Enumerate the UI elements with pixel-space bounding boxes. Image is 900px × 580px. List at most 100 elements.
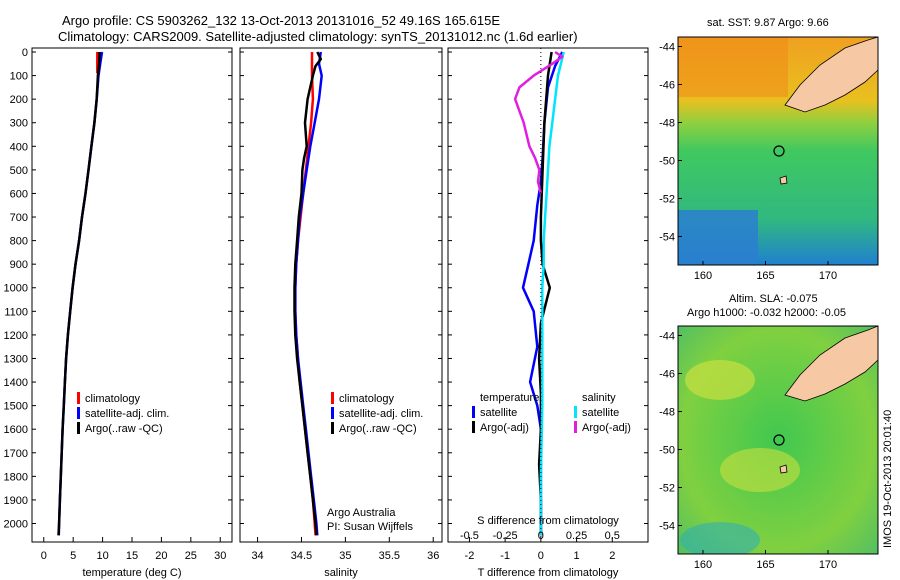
depth-tick-label: 1600 — [4, 424, 28, 436]
legend-swatch — [472, 421, 475, 433]
map-lat-tick-label: -50 — [659, 156, 675, 168]
map-lat-tick-label: -44 — [659, 331, 675, 343]
legend-swatch — [331, 407, 334, 419]
sla-map-panel: Altim. SLA: -0.075 Argo h1000: -0.032 h2… — [659, 293, 879, 571]
map-lat-tick-label: -46 — [659, 80, 675, 92]
depth-tick-label: 2000 — [4, 518, 28, 530]
legend-label: satellite — [480, 407, 517, 419]
argo-credit-line2: PI: Susan Wijffels — [327, 521, 413, 533]
legend-label: satellite-adj. clim. — [85, 408, 169, 420]
salinity-panel: 34 34.5 35 35.5 36 salinity climatology satelli… — [239, 47, 443, 579]
map-lat-tick-label: -48 — [659, 118, 675, 130]
sla-map-frame — [677, 325, 879, 555]
legend-salinity-title: salinity — [582, 392, 616, 404]
legend-temperature-title: temperature — [480, 392, 539, 404]
figure-title-line2: Climatology: CARS2009. Satellite-adjuste… — [58, 29, 578, 44]
legend-label: satellite-adj. clim. — [339, 408, 423, 420]
sst-warm-patch — [678, 37, 788, 97]
legend-label: climatology — [339, 393, 395, 405]
diff-xtick-label: 2 — [609, 550, 615, 562]
depth-tick-label: 1000 — [4, 283, 28, 295]
series-argo-raw-qc- — [57, 51, 101, 536]
sal-xtick-label: 34.5 — [291, 550, 312, 562]
legend-label: climatology — [85, 393, 141, 405]
temp-xtick-label: 25 — [185, 550, 197, 562]
legend-swatch — [331, 392, 334, 404]
map-lon-tick-label: 165 — [756, 270, 774, 282]
sal-frame — [239, 47, 443, 543]
map-lon-tick-label: 165 — [756, 559, 774, 571]
map-lat-tick-label: -52 — [659, 483, 675, 495]
diff-xtick-label: 1 — [574, 550, 580, 562]
depth-tick-label: 1700 — [4, 448, 28, 460]
diff-xtick-label: -1 — [500, 550, 510, 562]
depth-tick-label: 100 — [10, 71, 28, 83]
sla-map-title-line1: Altim. SLA: -0.075 — [729, 293, 818, 305]
legend-swatch — [77, 407, 80, 419]
depth-tick-label: 1100 — [4, 306, 28, 318]
map-lon-tick-label: 160 — [694, 270, 712, 282]
temp-xtick-label: 10 — [96, 550, 108, 562]
depth-tick-label: 800 — [10, 236, 28, 248]
sla-yellow-blob-1 — [685, 360, 755, 400]
sal-xtick-label: 34 — [251, 550, 263, 562]
salinity-diff-tick-label: -0.5 — [460, 530, 479, 542]
temp-xtick-label: 5 — [70, 550, 76, 562]
map-lon-tick-label: 160 — [694, 559, 712, 571]
temp-xlabel: temperature (deg C) — [82, 567, 181, 579]
depth-tick-label: 600 — [10, 188, 28, 200]
series-satellite-adj-clim- — [57, 51, 104, 536]
diff-xtick-label: 0 — [538, 550, 544, 562]
temp-xtick-label: 20 — [155, 550, 167, 562]
diff-xlabel: T difference from climatology — [478, 567, 619, 579]
argo-credit-line1: Argo Australia — [327, 507, 396, 519]
sst-map-frame — [677, 36, 879, 266]
legend-label: Argo(..raw -QC) — [339, 423, 417, 435]
map-lon-tick-label: 170 — [819, 270, 837, 282]
depth-tick-label: 1300 — [4, 353, 28, 365]
series-salinity-argo-adj- — [513, 50, 564, 194]
sst-map-title: sat. SST: 9.87 Argo: 9.66 — [707, 17, 829, 29]
legend-label: Argo(-adj) — [582, 422, 631, 434]
map-lat-tick-label: -54 — [659, 232, 675, 244]
sla-map-title-line2: Argo h1000: -0.032 h2000: -0.05 — [687, 307, 846, 319]
salinity-diff-tick-label: -0.25 — [493, 530, 518, 542]
salinity-diff-tick-label: 0.5 — [605, 530, 620, 542]
figure-title-line1: Argo profile: CS 5903262_132 13-Oct-2013… — [62, 13, 501, 28]
map-lat-tick-label: -50 — [659, 445, 675, 457]
series-temperature-argo-adj- — [537, 51, 553, 536]
depth-tick-label: 1800 — [4, 471, 28, 483]
map-lat-tick-label: -48 — [659, 407, 675, 419]
sal-xtick-label: 35.5 — [379, 550, 400, 562]
diff-frame — [447, 47, 649, 543]
depth-tick-label: 400 — [10, 141, 28, 153]
map-lat-tick-label: -54 — [659, 521, 675, 533]
map-lat-tick-label: -52 — [659, 194, 675, 206]
depth-tick-label: 900 — [10, 259, 28, 271]
map-lat-tick-label: -46 — [659, 369, 675, 381]
salinity-diff-axis-label: S difference from climatology — [477, 515, 619, 527]
depth-tick-label: 200 — [10, 94, 28, 106]
legend-swatch — [331, 422, 334, 434]
sal-xtick-label: 35 — [339, 550, 351, 562]
sal-xlabel: salinity — [324, 567, 358, 579]
legend-swatch — [77, 392, 80, 404]
sst-map-panel: sat. SST: 9.87 Argo: 9.66 160 165 170 -44 -4… — [659, 17, 879, 282]
sst-land-stewart-island — [779, 175, 788, 185]
temperature-panel: 0100200300400500600700800900100011001200… — [4, 47, 233, 579]
series-argo-raw-qc- — [293, 51, 323, 536]
depth-tick-label: 500 — [10, 165, 28, 177]
map-lat-tick-label: -44 — [659, 42, 675, 54]
depth-tick-label: 0 — [22, 47, 28, 59]
sla-land-stewart-island — [779, 464, 788, 474]
depth-tick-label: 1500 — [4, 401, 28, 413]
legend-swatch — [472, 406, 475, 418]
legend-label: Argo(..raw -QC) — [85, 423, 163, 435]
legend-label: Argo(-adj) — [480, 422, 529, 434]
depth-tick-label: 700 — [10, 212, 28, 224]
sst-land-new-zealand — [784, 37, 878, 113]
depth-tick-label: 1400 — [4, 377, 28, 389]
temp-xtick-label: 15 — [126, 550, 138, 562]
diff-xtick-label: -2 — [465, 550, 475, 562]
